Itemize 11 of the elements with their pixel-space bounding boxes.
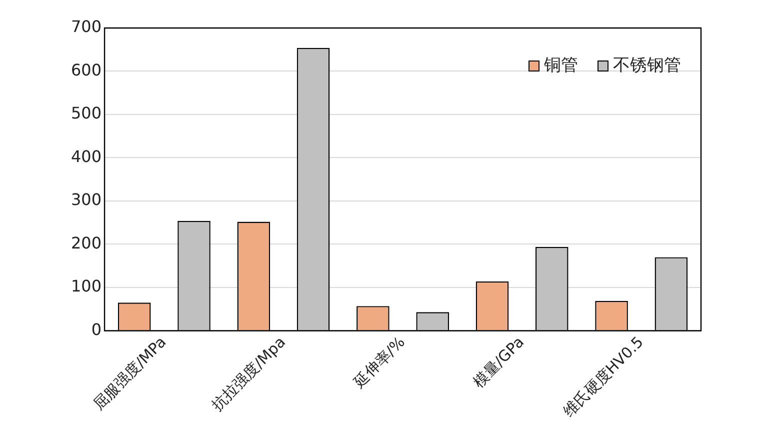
y-tick-label: 100 (70, 276, 102, 296)
y-tick-label: 0 (91, 320, 102, 339)
y-tick-label: 500 (70, 104, 102, 123)
y-tick-label: 600 (70, 60, 102, 80)
y-tick-label: 300 (70, 190, 102, 210)
y-tick-label: 400 (70, 146, 102, 166)
x-tick-label: 延伸率/% (349, 332, 408, 392)
y-tick-label: 200 (70, 233, 102, 252)
y-tick-label: 700 (70, 17, 102, 36)
legend-label: 不锈钢管 (613, 55, 681, 76)
legend-label: 铜管 (543, 55, 578, 76)
